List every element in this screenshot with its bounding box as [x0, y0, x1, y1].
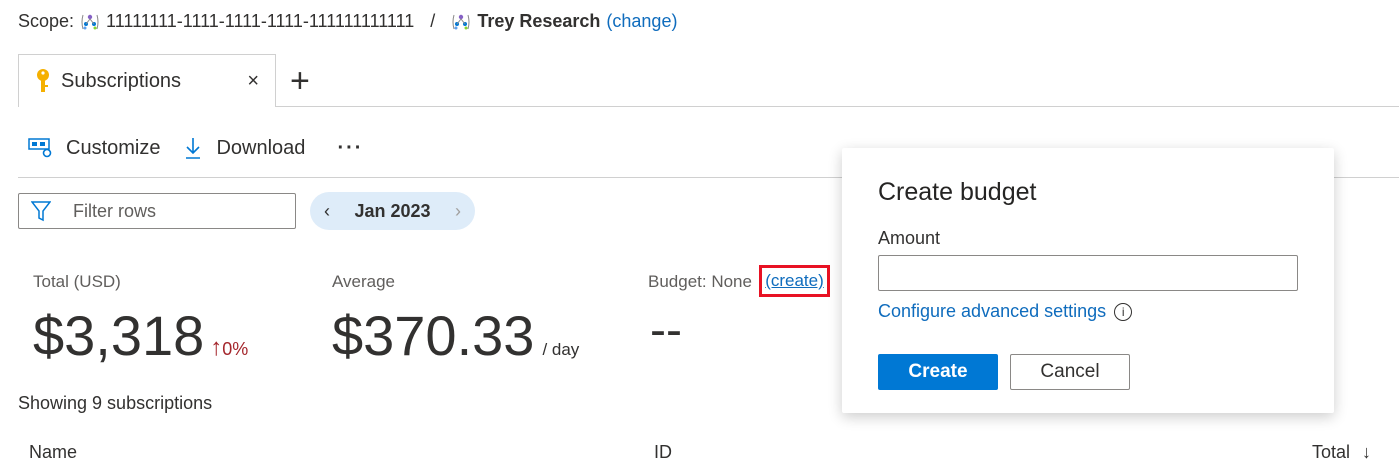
- scope-id: 11111111-1111-1111-1111-111111111111: [106, 11, 415, 31]
- create-budget-popup: Create budget Amount Configure advanced …: [842, 148, 1334, 413]
- chevron-left-icon[interactable]: ‹: [324, 200, 330, 221]
- divider: [18, 106, 1399, 107]
- customize-button[interactable]: Customize: [28, 137, 160, 160]
- cancel-button[interactable]: Cancel: [1010, 354, 1130, 390]
- date-value: Jan 2023: [354, 200, 431, 221]
- download-icon: [186, 138, 201, 159]
- average-amount: $370.33: [332, 304, 535, 367]
- filter-input[interactable]: Filter rows: [18, 193, 296, 229]
- total-header-label: Total: [1312, 442, 1351, 462]
- close-icon[interactable]: ×: [247, 69, 259, 92]
- scope-label: Scope:: [18, 11, 75, 31]
- more-button[interactable]: ···: [337, 136, 364, 159]
- create-budget-link[interactable]: (create): [759, 265, 830, 297]
- total-change: 0%: [222, 339, 249, 359]
- filter-placeholder: Filter rows: [73, 200, 157, 221]
- budget-label: Budget: None: [648, 272, 752, 292]
- create-button[interactable]: Create: [878, 354, 998, 390]
- download-label: Download: [216, 136, 306, 159]
- budget-text: Budget: None: [648, 272, 752, 291]
- toolbar: Customize Download ···: [28, 136, 363, 160]
- add-tab-button[interactable]: +: [290, 62, 310, 100]
- column-header-total[interactable]: Total ↓: [1312, 442, 1371, 463]
- chevron-right-icon[interactable]: ›: [455, 200, 461, 221]
- change-scope-link[interactable]: (change): [606, 11, 678, 31]
- scope-breadcrumb: Scope: 11111111-1111-1111-1111-111111111…: [18, 11, 677, 32]
- date-picker: ‹ Jan 2023 ›: [310, 192, 475, 230]
- customize-icon: [28, 138, 52, 158]
- subscription-count: Showing 9 subscriptions: [18, 393, 213, 413]
- sort-down-icon: ↓: [1362, 442, 1372, 462]
- total-amount: $3,318: [33, 304, 205, 367]
- advanced-settings-label: Configure advanced settings: [878, 301, 1107, 321]
- divider: [18, 177, 1399, 178]
- arrow-up-icon: ↑: [210, 334, 223, 361]
- tab-subscriptions[interactable]: Subscriptions ×: [18, 54, 276, 107]
- info-icon[interactable]: i: [1114, 302, 1133, 321]
- key-icon: [37, 69, 49, 92]
- download-button[interactable]: Download: [184, 136, 305, 160]
- average-unit: / day: [542, 340, 580, 359]
- customize-label: Customize: [66, 136, 161, 159]
- management-group-icon: [81, 14, 99, 29]
- amount-input[interactable]: [878, 255, 1298, 291]
- average-label: Average: [332, 272, 396, 291]
- column-header-name[interactable]: Name: [29, 442, 78, 462]
- amount-label: Amount: [878, 228, 941, 248]
- scope-name: Trey Research: [477, 11, 601, 31]
- average-value: $370.33 / day: [332, 303, 579, 368]
- popup-title: Create budget: [878, 178, 1037, 206]
- filter-icon: [31, 201, 51, 222]
- total-value: $3,318 ↑0%: [33, 303, 248, 368]
- column-header-id[interactable]: ID: [654, 442, 672, 462]
- budget-value: --: [650, 304, 682, 357]
- separator: /: [430, 11, 436, 31]
- advanced-settings-link[interactable]: Configure advanced settings i: [878, 301, 1133, 322]
- management-group-icon: [452, 14, 470, 29]
- tab-label: Subscriptions: [61, 69, 182, 92]
- total-label: Total (USD): [33, 272, 121, 291]
